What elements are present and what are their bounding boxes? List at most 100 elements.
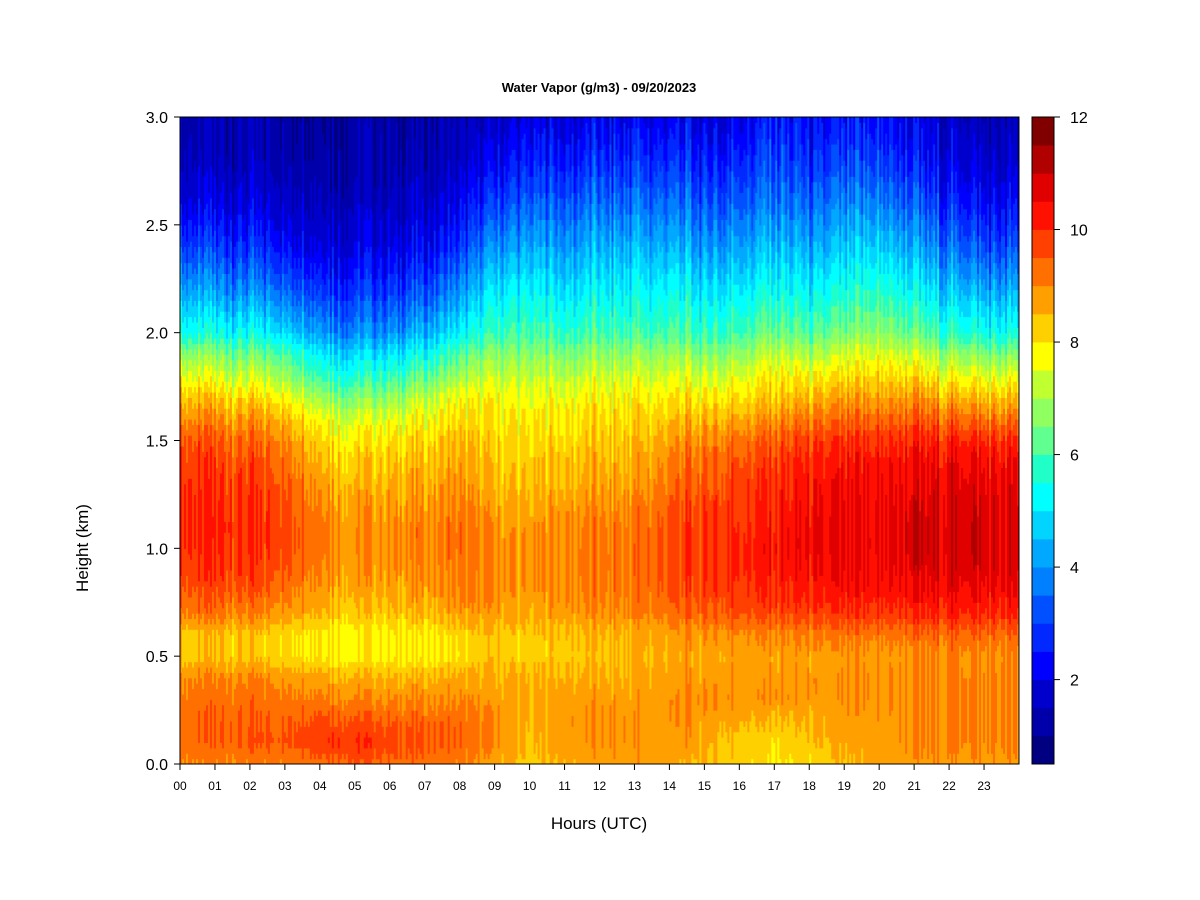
heatmap-cell [333,462,337,506]
heatmap-cell [217,499,221,555]
heatmap-cell [535,230,539,253]
heatmap-cell [249,257,253,280]
heatmap-cell [249,117,253,172]
heatmap-cell [427,348,431,361]
heatmap-cell [611,462,615,512]
heatmap-cell [263,262,267,285]
heatmap-cell [189,197,193,221]
heatmap-cell [517,230,521,253]
heatmap-cell [363,375,367,388]
heatmap-cell [573,348,577,372]
heatmap-cell [513,408,517,463]
heatmap-cell [343,623,347,663]
heatmap-cell [589,343,593,361]
heatmap-cell [403,397,407,415]
heatmap-cell [271,316,275,334]
heatmap-cell [597,278,601,307]
heatmap-cell [377,391,381,404]
heatmap-cell [263,456,267,522]
heatmap-cell [415,666,419,684]
heatmap-cell [381,397,385,409]
heatmap-cell [613,192,617,221]
heatmap-cell [393,634,397,657]
heatmap-cell [385,489,389,598]
heatmap-cell [187,262,191,280]
heatmap-cell [523,117,527,134]
heatmap-cell [491,634,495,657]
heatmap-cell [217,677,221,764]
heatmap-cell [271,300,275,318]
heatmap-cell [547,294,551,323]
heatmap-cell [439,666,443,695]
heatmap-cell [367,321,371,339]
heatmap-cell [529,117,533,145]
heatmap-cell [279,656,283,673]
heatmap-cell [545,354,549,372]
heatmap-cell [601,338,605,355]
heatmap-cell [387,208,391,247]
heatmap-cell [361,720,365,760]
heatmap-cell [247,402,251,420]
heatmap-cell [429,704,433,764]
heatmap-cell [399,391,403,409]
heatmap-cell [457,672,461,706]
heatmap-cell [379,219,383,258]
heatmap-cell [184,629,187,663]
heatmap-cell [505,203,509,231]
heatmap-cell [375,720,379,760]
heatmap-cell [279,348,283,361]
heatmap-cell [381,338,385,350]
heatmap-cell [361,257,365,280]
heatmap-cell [433,391,437,415]
heatmap-cell [357,241,361,269]
heatmap-cell [395,273,399,301]
heatmap-cell [475,181,479,210]
heatmap-cell [211,170,215,215]
heatmap-cell [437,311,441,334]
heatmap-cell [613,629,617,695]
heatmap-cell [261,381,265,398]
heatmap-cell [637,602,641,630]
heatmap-cell [369,451,373,496]
heatmap-cell [451,332,455,345]
heatmap-cell [417,348,421,361]
heatmap-cell [353,629,357,663]
heatmap-cell [255,365,259,377]
heatmap-cell [363,688,367,711]
heatmap-cell [523,241,527,269]
heatmap-cell [283,332,287,345]
heatmap-cell [219,397,223,415]
heatmap-cell [197,440,201,582]
heatmap-cell [201,429,205,452]
heatmap-cell [211,251,215,274]
heatmap-cell [335,300,339,318]
heatmap-cell [267,300,271,318]
heatmap-cell [213,117,217,177]
heatmap-cell [301,365,305,377]
heatmap-cell [215,397,219,415]
heatmap-cell [271,435,275,474]
heatmap-cell [180,332,183,345]
heatmap-cell [417,305,421,323]
heatmap-cell [237,413,241,436]
heatmap-cell [235,370,239,382]
heatmap-cell [184,224,187,247]
heatmap-cell [567,456,571,512]
heatmap-cell [417,699,421,733]
heatmap-cell [609,311,613,339]
heatmap-cell [219,720,223,744]
heatmap-cell [411,602,415,625]
heatmap-cell [457,510,461,587]
heatmap-cell [283,354,287,366]
heatmap-cell [601,618,605,706]
heatmap-cell [180,623,183,673]
heatmap-cell [371,424,375,452]
heatmap-cell [483,246,487,269]
heatmap-cell [219,370,223,388]
heatmap-cell [291,656,295,673]
heatmap-cell [547,375,551,398]
heatmap-cell [527,424,531,490]
heatmap-cell [419,402,423,425]
heatmap-cell [311,381,315,393]
heatmap-cell [299,418,303,442]
